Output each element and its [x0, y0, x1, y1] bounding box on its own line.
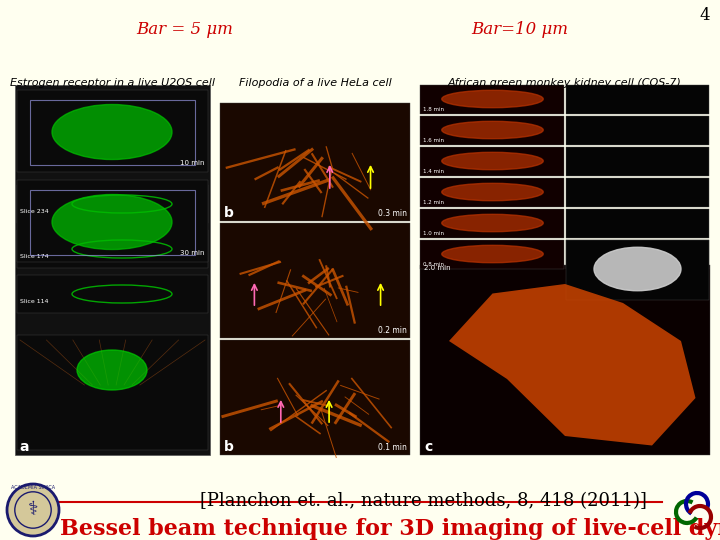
FancyBboxPatch shape [420, 178, 564, 207]
Ellipse shape [77, 350, 147, 390]
Text: Bessel beam technique for 3D imaging of live-cell dynamics: Bessel beam technique for 3D imaging of … [60, 518, 720, 540]
Text: 1.4 min: 1.4 min [423, 169, 444, 174]
FancyBboxPatch shape [420, 85, 564, 114]
FancyBboxPatch shape [566, 209, 709, 238]
Text: 0.3 min: 0.3 min [378, 209, 407, 218]
Ellipse shape [442, 90, 544, 107]
Text: b: b [224, 206, 234, 220]
FancyBboxPatch shape [566, 178, 709, 207]
Text: 1.2 min: 1.2 min [423, 200, 444, 205]
Text: 30 min: 30 min [181, 250, 205, 256]
Text: 1.6 min: 1.6 min [423, 138, 444, 143]
FancyBboxPatch shape [17, 185, 208, 223]
Text: c: c [424, 440, 432, 454]
FancyBboxPatch shape [566, 240, 709, 269]
FancyBboxPatch shape [566, 85, 709, 114]
FancyBboxPatch shape [17, 180, 208, 262]
Ellipse shape [52, 105, 172, 159]
FancyBboxPatch shape [220, 223, 410, 338]
Text: 0.1 min: 0.1 min [378, 443, 407, 452]
Ellipse shape [52, 194, 172, 249]
Ellipse shape [442, 152, 544, 170]
Ellipse shape [442, 183, 544, 201]
Text: African green monkey kidney cell (COS-7): African green monkey kidney cell (COS-7) [448, 78, 682, 88]
Text: 1.8 min: 1.8 min [423, 107, 444, 112]
Text: 10 min: 10 min [181, 160, 205, 166]
FancyBboxPatch shape [220, 340, 410, 455]
FancyBboxPatch shape [17, 275, 208, 313]
Text: ⚕: ⚕ [28, 501, 38, 519]
FancyBboxPatch shape [566, 147, 709, 176]
Text: b: b [224, 440, 234, 454]
FancyBboxPatch shape [17, 90, 208, 172]
Ellipse shape [442, 122, 544, 139]
FancyBboxPatch shape [420, 209, 564, 238]
Circle shape [7, 484, 59, 536]
Text: Slice 114: Slice 114 [20, 299, 48, 304]
FancyBboxPatch shape [566, 240, 709, 300]
FancyBboxPatch shape [566, 116, 709, 145]
Text: Estrogen receptor in a live U2OS cell: Estrogen receptor in a live U2OS cell [9, 78, 215, 88]
FancyBboxPatch shape [420, 240, 564, 269]
FancyBboxPatch shape [220, 103, 410, 221]
Text: 2.0 min: 2.0 min [424, 265, 451, 271]
FancyBboxPatch shape [420, 116, 564, 145]
Ellipse shape [442, 245, 544, 262]
Polygon shape [449, 284, 696, 446]
Ellipse shape [594, 247, 681, 291]
Text: ACADEMIA SINICA: ACADEMIA SINICA [11, 485, 55, 490]
Text: Slice 234: Slice 234 [20, 209, 49, 214]
Text: a: a [19, 440, 29, 454]
Text: 0.2 min: 0.2 min [378, 326, 407, 335]
FancyBboxPatch shape [15, 85, 210, 455]
Text: 0.8 min: 0.8 min [423, 262, 444, 267]
Text: [Planchon et. al., nature methods, 8, 418 (2011)]: [Planchon et. al., nature methods, 8, 41… [200, 492, 647, 510]
FancyBboxPatch shape [17, 230, 208, 268]
Text: Bar=10 μm: Bar=10 μm [472, 22, 569, 38]
FancyBboxPatch shape [17, 335, 208, 450]
Text: 1.0 min: 1.0 min [423, 231, 444, 236]
FancyBboxPatch shape [420, 147, 564, 176]
Ellipse shape [442, 214, 544, 232]
FancyBboxPatch shape [420, 265, 710, 455]
Text: Filopodia of a live HeLa cell: Filopodia of a live HeLa cell [238, 78, 392, 88]
Text: Bar = 5 μm: Bar = 5 μm [137, 22, 233, 38]
Text: 4: 4 [699, 6, 710, 24]
Text: Slice 174: Slice 174 [20, 254, 49, 259]
